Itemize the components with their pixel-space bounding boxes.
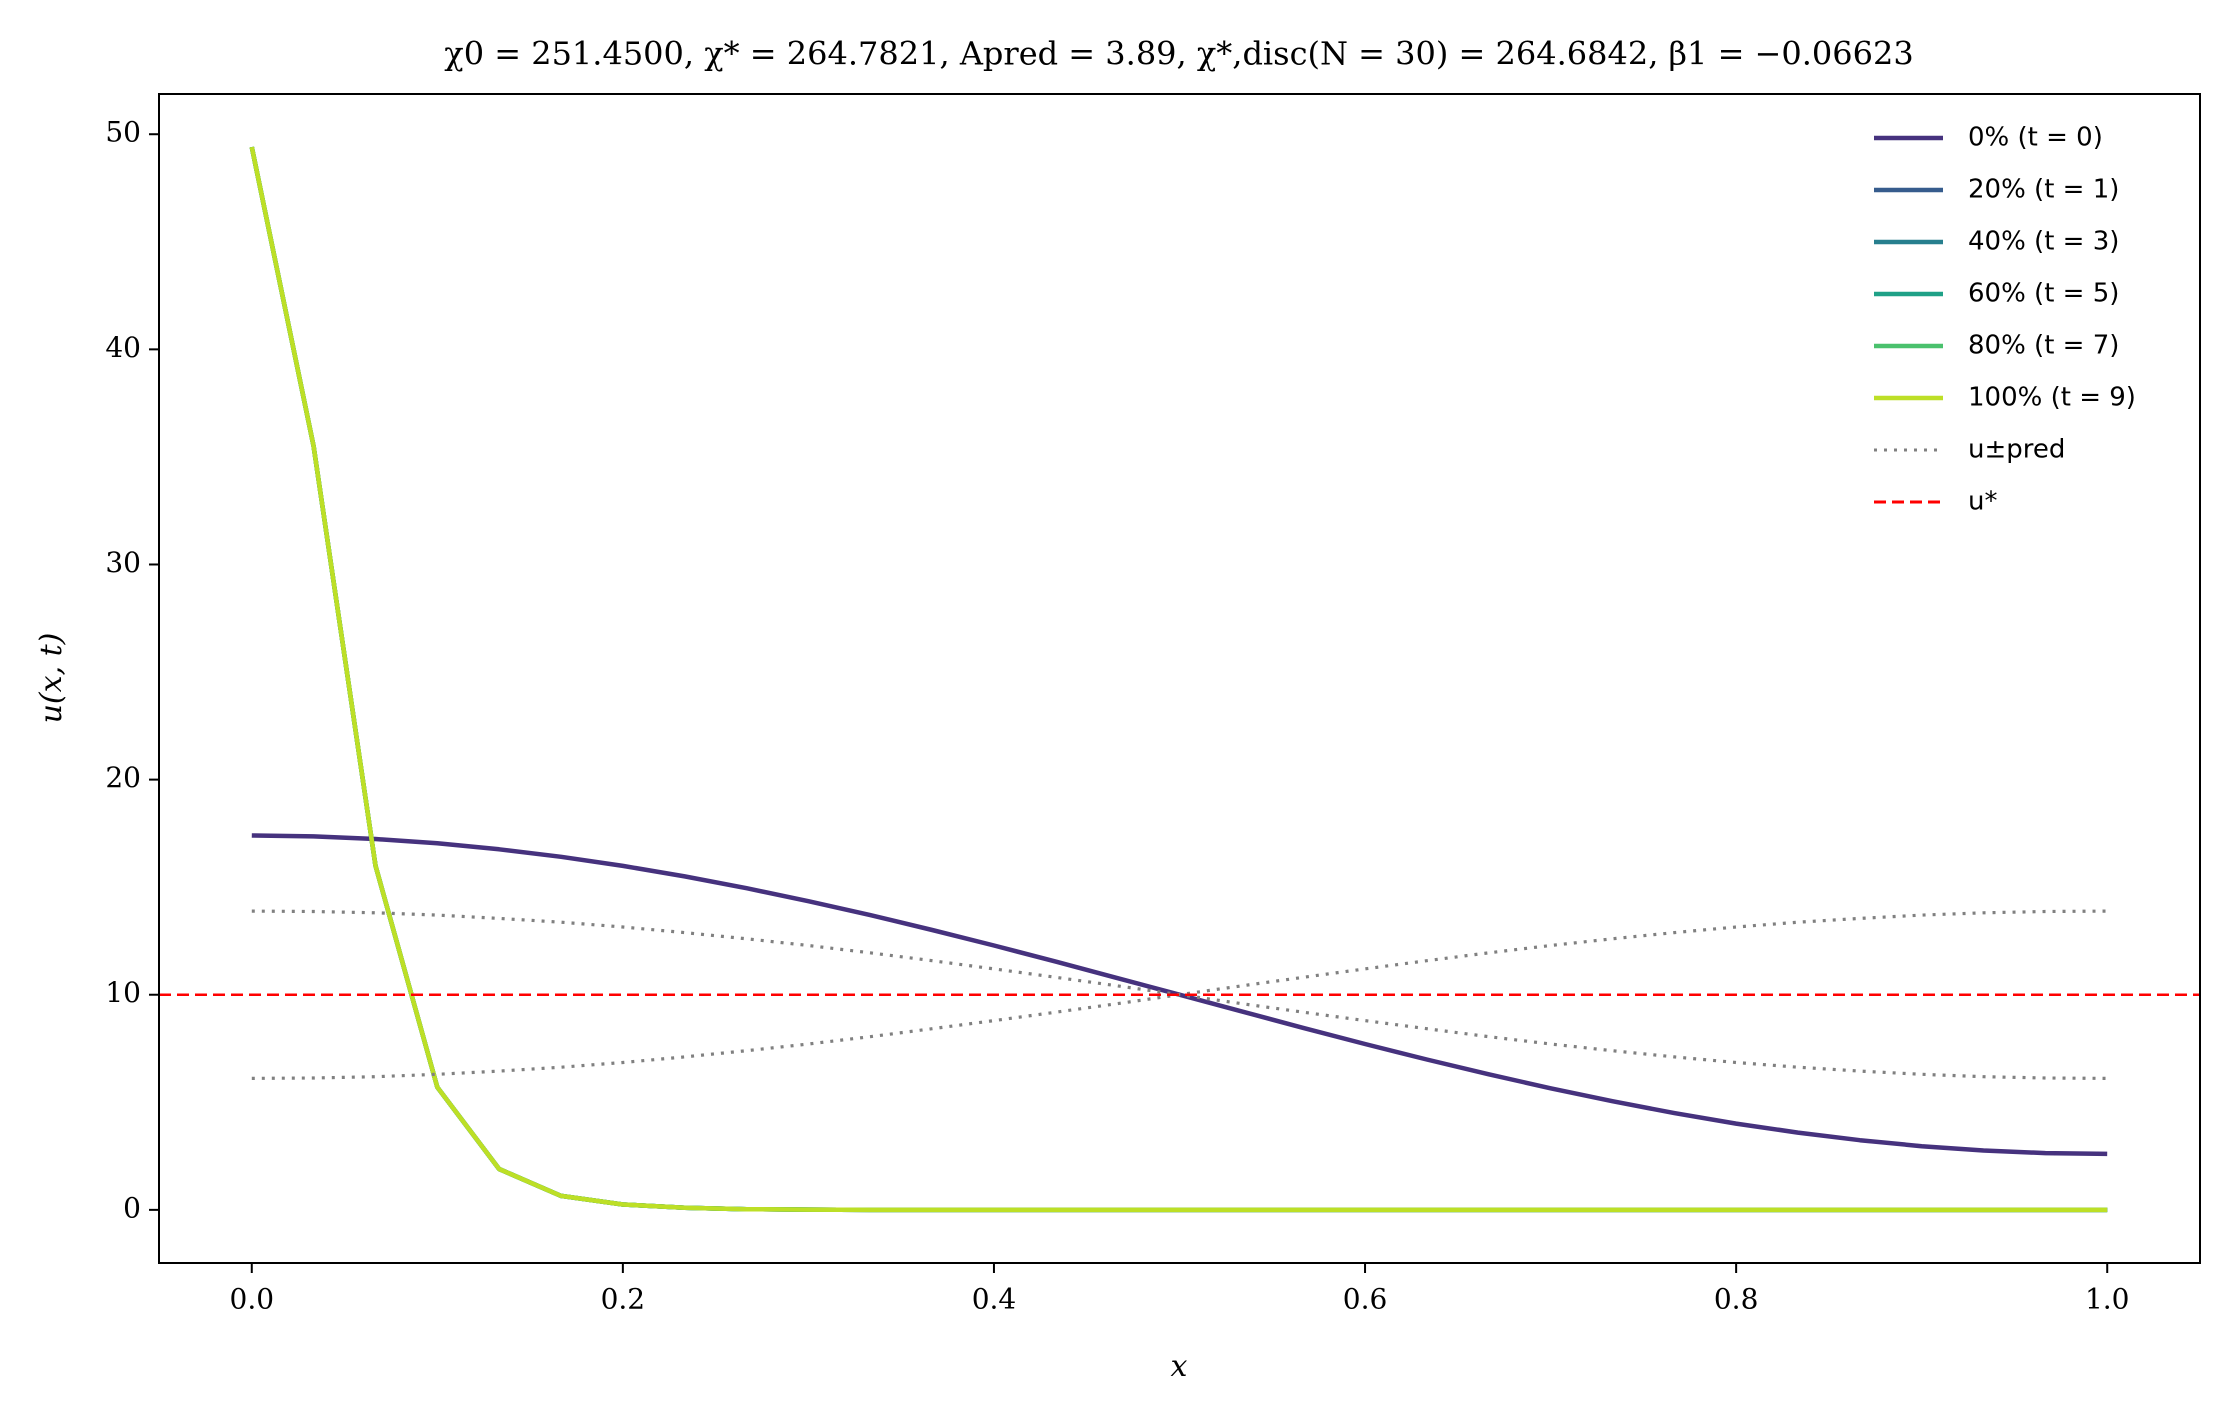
plot-area: [159, 146, 2200, 1213]
y-tick-label: 0: [123, 1191, 141, 1224]
x-axis-label: x: [1171, 1349, 1188, 1384]
legend-label: 80% (t = 7): [1968, 331, 2119, 361]
legend-label: u±pred: [1968, 435, 2065, 465]
x-tick-label: 1.0: [2085, 1283, 2130, 1316]
series-line: [251, 909, 2108, 1080]
legend-label: 20% (t = 1): [1968, 175, 2119, 205]
x-tick-label: 0.4: [972, 1283, 1017, 1316]
x-tick-label: 0.8: [1714, 1283, 1759, 1316]
axes-frame: [158, 93, 2201, 1264]
legend-label: u*: [1968, 487, 1997, 517]
legend-label: 0% (t = 0): [1968, 123, 2103, 153]
y-tick-label: 10: [105, 976, 141, 1009]
y-tick-label: 30: [105, 546, 141, 579]
x-tick-label: 0.6: [1343, 1283, 1388, 1316]
x-tick-label: 0.2: [601, 1283, 646, 1316]
y-axis-label: u(x, t): [34, 633, 69, 724]
x-tick-label: 0.0: [230, 1283, 275, 1316]
legend-label: 40% (t = 3): [1968, 227, 2119, 257]
series-line: [249, 146, 2108, 1213]
legend-label: 100% (t = 9): [1968, 383, 2136, 413]
y-tick-label: 50: [105, 116, 141, 149]
y-tick-label: 40: [105, 331, 141, 364]
chart-title: χ0 = 251.4500, χ* = 264.7821, Apred = 3.…: [444, 35, 1913, 73]
legend-label: 60% (t = 5): [1968, 279, 2119, 309]
y-tick-label: 20: [105, 761, 141, 794]
